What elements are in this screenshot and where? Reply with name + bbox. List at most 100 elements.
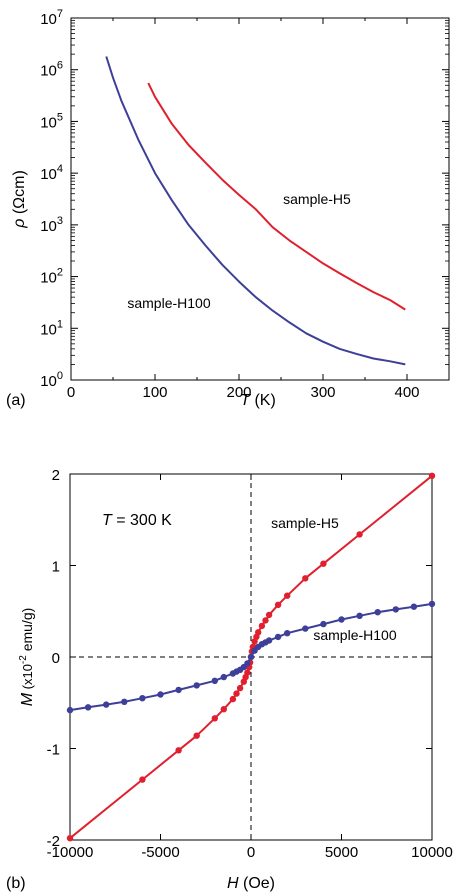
data-point-sample-h5 bbox=[244, 669, 251, 676]
data-point-sample-h100 bbox=[284, 630, 291, 637]
data-point-sample-h100 bbox=[211, 677, 218, 684]
x-tick-label: 5000 bbox=[325, 844, 358, 861]
x-axis-unit-b: (Oe) bbox=[239, 875, 275, 892]
x-tick-label: 10000 bbox=[411, 844, 453, 861]
y-tick-base: 10 bbox=[40, 166, 57, 183]
data-point-sample-h5 bbox=[211, 715, 218, 722]
y-tick-label: 100 bbox=[40, 370, 63, 390]
x-axis-unit-a: (K) bbox=[250, 392, 276, 409]
y-tick-label: 1 bbox=[52, 559, 60, 576]
data-point-sample-h5 bbox=[356, 531, 363, 538]
data-point-sample-h100 bbox=[139, 695, 146, 702]
y-tick-label: 105 bbox=[40, 111, 63, 131]
y-tick-exponent: 5 bbox=[57, 111, 63, 123]
condition-label-b: T = 300 K bbox=[102, 512, 172, 529]
x-tick-label: 400 bbox=[394, 384, 419, 401]
data-point-sample-h5 bbox=[265, 611, 273, 619]
x-tick-labels-b: -10000 -5000 0 5000 10000 bbox=[47, 844, 453, 861]
annotation-sample-h5-b: sample-H5 bbox=[271, 515, 339, 531]
y-axis-label-a: ρ (Ωcm) bbox=[11, 170, 28, 229]
annotation-sample-h100-a: sample-H100 bbox=[127, 295, 210, 311]
data-point-sample-h100 bbox=[392, 606, 399, 613]
data-point-sample-h100 bbox=[66, 706, 74, 714]
data-point-sample-h5 bbox=[320, 560, 327, 567]
x-tick-labels-a: 0 100 200 300 400 bbox=[67, 384, 420, 401]
data-point-sample-h100 bbox=[121, 698, 128, 705]
y-tick-exponent: 7 bbox=[57, 8, 63, 20]
data-point-sample-h5 bbox=[302, 575, 309, 582]
y-axis-label-b: M (x10-2 emu/g) bbox=[18, 608, 36, 707]
y-tick-base: 10 bbox=[40, 218, 57, 235]
data-point-sample-h100 bbox=[428, 600, 436, 608]
series-group-b bbox=[66, 472, 436, 842]
panel-label-a: (a) bbox=[6, 392, 26, 409]
x-axis-label-b: H (Oe) bbox=[227, 875, 275, 892]
data-point-sample-h100 bbox=[193, 682, 200, 689]
x-axis-symbol-b: H bbox=[227, 875, 239, 892]
y-tick-label: -1 bbox=[47, 742, 60, 759]
y-tick-base: 10 bbox=[40, 63, 57, 80]
data-point-sample-h100 bbox=[338, 616, 345, 623]
y-tick-exponent: 6 bbox=[57, 60, 63, 72]
data-point-sample-h5 bbox=[139, 776, 146, 783]
y-tick-label: 103 bbox=[40, 215, 63, 235]
x-tick-label: 0 bbox=[247, 844, 255, 861]
data-point-sample-h100 bbox=[247, 653, 255, 661]
y-axis-symbol-a: ρ bbox=[11, 219, 28, 229]
y-tick-label: 2 bbox=[52, 467, 60, 484]
y-tick-exponent: 4 bbox=[57, 163, 63, 175]
tick-marks-a bbox=[70, 17, 449, 381]
annotation-sample-h5-a: sample-H5 bbox=[283, 191, 351, 207]
data-point-sample-h5 bbox=[428, 472, 436, 479]
data-point-sample-h100 bbox=[274, 633, 282, 641]
condition-value-b: = 300 K bbox=[112, 512, 172, 529]
y-tick-label: 104 bbox=[40, 163, 63, 183]
data-point-sample-h100 bbox=[374, 609, 381, 616]
data-point-sample-h5 bbox=[262, 617, 269, 624]
y-axis-unit-rest-b: emu/g) bbox=[19, 608, 35, 655]
data-point-sample-h100 bbox=[220, 673, 227, 681]
data-point-sample-h5 bbox=[258, 622, 266, 630]
x-tick-label: 300 bbox=[310, 384, 335, 401]
data-point-sample-h100 bbox=[356, 612, 363, 619]
x-tick-label: -5000 bbox=[141, 844, 179, 861]
data-point-sample-h5 bbox=[284, 592, 291, 599]
data-point-sample-h5 bbox=[236, 684, 244, 692]
data-point-sample-h5 bbox=[175, 747, 182, 754]
y-tick-label: 0 bbox=[52, 650, 60, 667]
y-tick-base: 10 bbox=[40, 270, 57, 287]
data-point-sample-h5 bbox=[255, 629, 262, 636]
series-line-sample-h100 bbox=[105, 56, 406, 366]
y-tick-base: 10 bbox=[40, 321, 57, 338]
plot-frame-a bbox=[70, 17, 450, 381]
data-point-sample-h5 bbox=[229, 695, 237, 703]
data-point-sample-h100 bbox=[320, 620, 327, 628]
data-point-sample-h5 bbox=[66, 835, 74, 842]
annotation-sample-h100-b: sample-H100 bbox=[313, 627, 396, 643]
y-tick-label: 106 bbox=[40, 60, 63, 80]
data-point-sample-h100 bbox=[265, 637, 273, 644]
y-tick-labels-b: -2 -1 0 1 2 bbox=[47, 467, 60, 850]
y-tick-exponent: 3 bbox=[57, 215, 63, 227]
x-tick-label: 100 bbox=[142, 384, 167, 401]
data-point-sample-h5 bbox=[274, 601, 282, 608]
y-tick-base: 10 bbox=[40, 114, 57, 131]
data-point-sample-h100 bbox=[157, 691, 164, 698]
y-axis-unit-a: (Ωcm) bbox=[11, 170, 28, 218]
data-point-sample-h5 bbox=[220, 706, 227, 713]
y-tick-base: 10 bbox=[40, 11, 57, 28]
series-group-a bbox=[105, 56, 406, 366]
y-tick-label: 102 bbox=[40, 267, 63, 287]
y-axis-symbol-b: M bbox=[19, 692, 36, 706]
x-axis-symbol-a: T bbox=[240, 392, 251, 409]
panel-label-b: (b) bbox=[6, 875, 26, 892]
series-sample-h100 bbox=[66, 600, 436, 714]
y-tick-base: 10 bbox=[40, 373, 57, 390]
x-tick-label: 0 bbox=[67, 384, 75, 401]
y-tick-exponent: 0 bbox=[57, 370, 63, 382]
y-axis-unit-b: (x10 bbox=[20, 664, 35, 693]
data-point-sample-h100 bbox=[84, 704, 92, 711]
